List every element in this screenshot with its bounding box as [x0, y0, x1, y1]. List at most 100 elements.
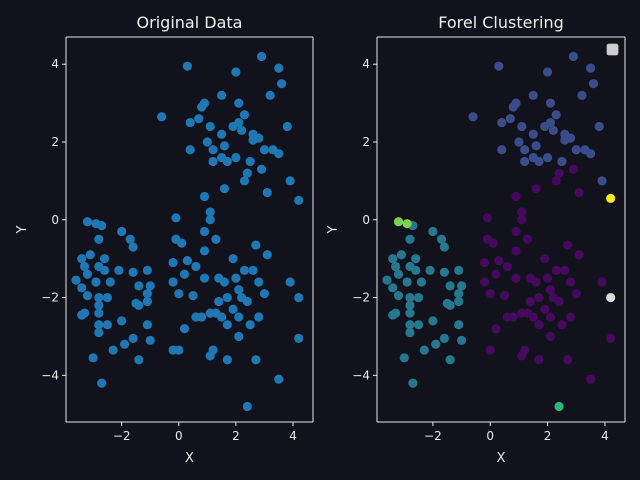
- data-point: [413, 320, 424, 330]
- data-point: [274, 149, 284, 159]
- data-point: [497, 145, 507, 155]
- data-point: [456, 281, 467, 291]
- data-point: [259, 289, 270, 299]
- data-point: [565, 312, 576, 322]
- data-point: [525, 296, 535, 307]
- data-point: [231, 152, 241, 163]
- data-point: [285, 176, 295, 186]
- data-point: [436, 234, 447, 244]
- data-point: [505, 114, 515, 124]
- data-point: [239, 110, 250, 120]
- data-point: [531, 141, 541, 151]
- data-point: [502, 261, 513, 272]
- data-point: [125, 234, 135, 244]
- data-point: [479, 257, 490, 268]
- data-point: [294, 333, 304, 343]
- data-point: [545, 285, 556, 295]
- data-point: [248, 265, 258, 275]
- data-point: [94, 300, 104, 310]
- data-point: [517, 121, 527, 132]
- x-tick-label: 0: [486, 429, 494, 443]
- data-point: [485, 289, 495, 299]
- data-point: [134, 281, 144, 291]
- data-point: [606, 292, 616, 303]
- data-point: [102, 292, 112, 303]
- data-point: [145, 281, 155, 291]
- data-point: [393, 291, 404, 301]
- data-point: [294, 292, 304, 303]
- data-point: [456, 335, 467, 345]
- data-point: [99, 265, 110, 275]
- data-point: [540, 304, 550, 314]
- data-point: [551, 110, 561, 120]
- x-tick-label: 4: [289, 429, 297, 443]
- data-point: [405, 234, 415, 244]
- data-point: [117, 316, 127, 326]
- data-point: [97, 378, 107, 388]
- data-point: [594, 121, 604, 132]
- data-point: [597, 176, 607, 186]
- scatter-panel-original-data: −2 0 2 4 −4 −2 0 2 4 Original Data X Y: [15, 13, 314, 466]
- data-point: [540, 254, 550, 264]
- data-point: [168, 277, 178, 287]
- data-point: [94, 327, 104, 338]
- data-point: [517, 207, 527, 217]
- data-point: [382, 275, 392, 285]
- data-point: [234, 98, 244, 108]
- data-point: [574, 187, 584, 198]
- data-point: [534, 320, 544, 330]
- data-point: [248, 135, 258, 145]
- data-point: [99, 254, 110, 264]
- data-point: [85, 250, 95, 260]
- data-point: [574, 250, 584, 260]
- data-point: [105, 277, 115, 287]
- data-point: [208, 156, 218, 167]
- data-point: [102, 320, 112, 330]
- data-point: [185, 145, 195, 155]
- data-point: [428, 316, 438, 326]
- data-point: [560, 265, 570, 275]
- data-point: [571, 289, 581, 299]
- data-point: [479, 277, 490, 287]
- data-point: [79, 261, 90, 272]
- data-point: [416, 277, 427, 287]
- x-axis-label: X: [185, 451, 194, 466]
- data-point: [177, 238, 187, 248]
- data-point: [402, 277, 412, 287]
- data-point: [545, 98, 556, 108]
- data-point: [517, 351, 527, 361]
- data-point: [419, 345, 429, 355]
- data-point: [222, 355, 232, 365]
- data-point: [554, 401, 564, 412]
- data-point: [528, 90, 538, 100]
- data-point: [491, 324, 501, 334]
- data-point: [191, 261, 201, 272]
- data-point: [408, 378, 418, 388]
- data-point: [274, 374, 284, 384]
- data-point: [94, 320, 104, 330]
- data-point: [182, 256, 192, 266]
- x-tick-label: 4: [601, 429, 609, 443]
- data-point: [128, 267, 138, 277]
- data-point: [157, 112, 167, 122]
- data-point: [217, 129, 227, 139]
- data-point: [217, 90, 227, 100]
- data-point: [494, 61, 504, 71]
- data-point: [520, 145, 530, 155]
- data-point: [185, 117, 195, 128]
- data-point: [251, 355, 261, 365]
- data-point: [542, 273, 553, 283]
- data-point: [399, 353, 409, 363]
- data-point: [254, 312, 264, 322]
- data-point: [586, 149, 596, 159]
- data-point: [431, 339, 441, 349]
- data-point: [222, 292, 232, 303]
- data-point: [554, 296, 564, 307]
- data-point: [468, 112, 478, 122]
- data-point: [128, 242, 138, 252]
- data-point: [548, 125, 558, 135]
- data-point: [488, 238, 498, 248]
- data-point: [194, 114, 204, 124]
- y-axis-label: Y: [15, 225, 30, 234]
- data-point: [262, 250, 272, 260]
